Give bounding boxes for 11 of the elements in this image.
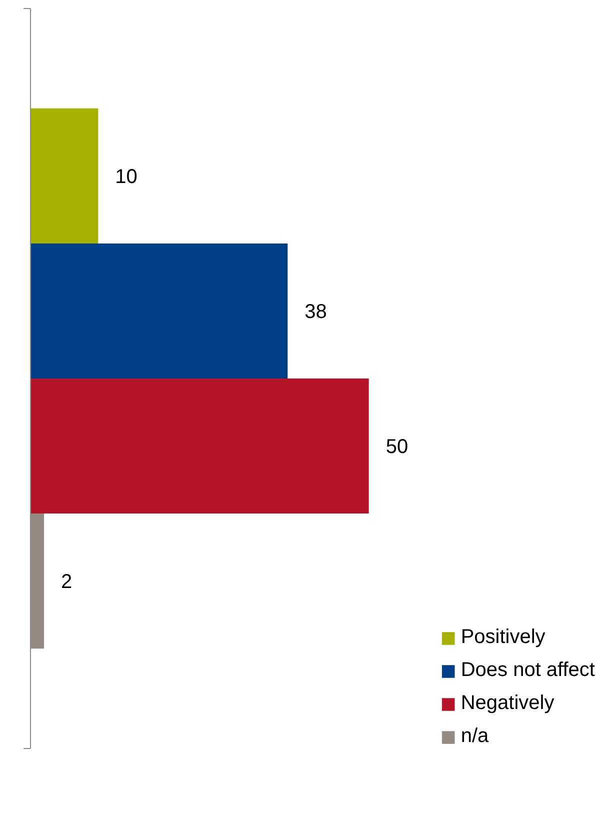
legend-label: n/a xyxy=(460,725,489,748)
bar xyxy=(30,243,288,378)
data-label: 50 xyxy=(386,436,408,458)
legend-label: Positively xyxy=(460,626,546,649)
data-label: 2 xyxy=(61,571,72,594)
bar xyxy=(30,378,369,514)
legend-label: Does not affect xyxy=(460,659,595,682)
bar xyxy=(30,108,98,244)
data-label: 38 xyxy=(304,300,327,323)
legend-label: Negatively xyxy=(460,692,554,715)
data-label: 10 xyxy=(115,166,138,188)
